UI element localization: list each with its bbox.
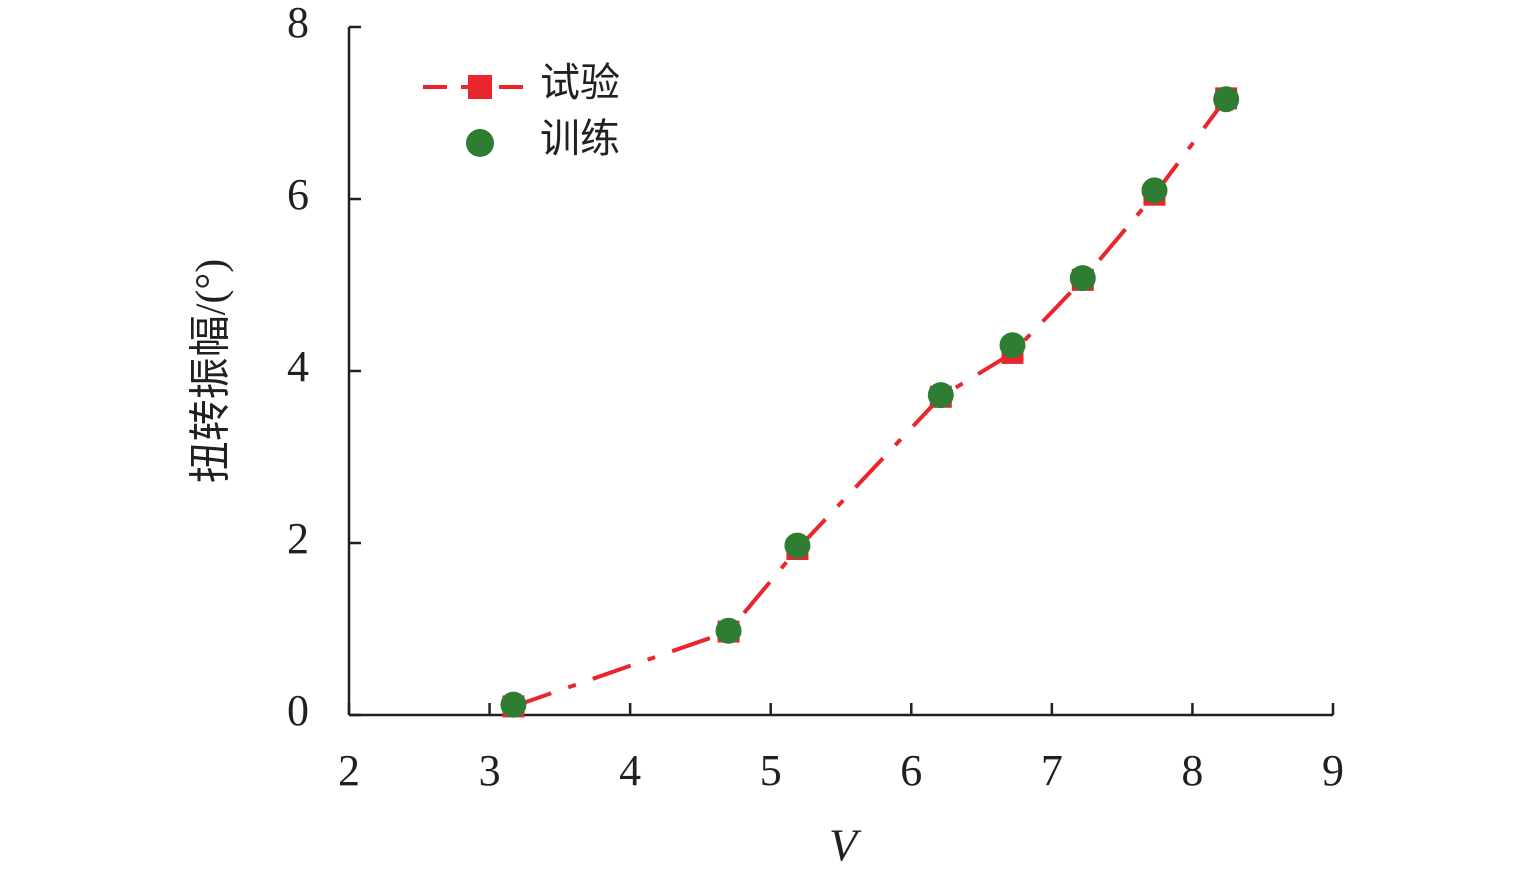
marker-circle [1069,265,1096,292]
y-axis-label: 扭转振幅/(°) [189,259,235,483]
x-tick-label: 7 [1041,746,1063,795]
marker-circle [784,532,811,559]
x-tick-label: 3 [479,746,501,795]
legend-label: 试验 [540,60,620,105]
y-tick-label: 8 [287,0,309,47]
marker-circle [999,332,1026,359]
x-tick-label: 2 [338,746,360,795]
y-tick-label: 4 [287,342,309,391]
marker-circle [715,617,742,644]
marker-circle [500,691,527,718]
x-tick-label: 6 [900,746,922,795]
series-line [512,97,1228,709]
y-tick-label: 6 [287,170,309,219]
marker-circle [1141,177,1168,204]
x-axis-label: V [829,820,862,871]
x-tick-label: 8 [1181,746,1203,795]
marker-circle [1213,86,1240,113]
legend-marker [466,129,494,157]
marker-circle [927,382,954,409]
y-tick-label: 0 [287,686,309,735]
x-tick-label: 4 [619,746,641,795]
y-tick-label: 2 [287,514,309,563]
legend-marker [468,75,492,99]
x-tick-label: 9 [1322,746,1344,795]
legend-label: 训练 [540,116,620,161]
x-tick-label: 5 [760,746,782,795]
